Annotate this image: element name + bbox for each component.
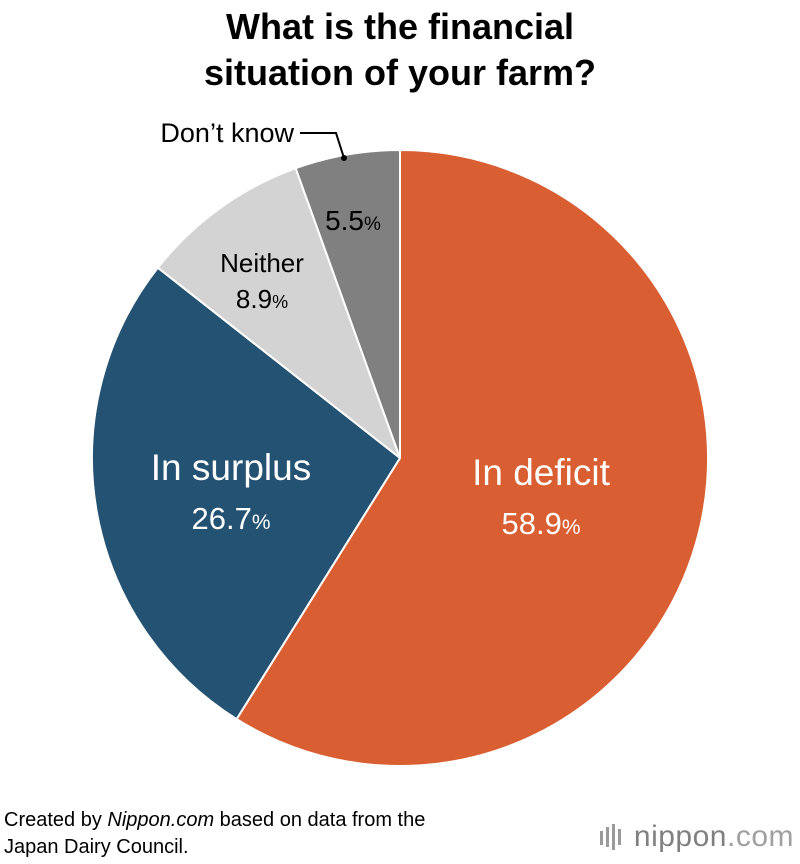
chart-title: What is the financial situation of your … <box>0 4 800 96</box>
pie-slice-don-t-know <box>294 149 401 459</box>
slice-value-unit: % <box>272 292 288 312</box>
pie-slice-neither <box>156 167 401 459</box>
slice-value-unit: % <box>562 516 581 539</box>
source-publisher: Nippon.com <box>107 809 215 831</box>
chart-title-line-1: What is the financial <box>225 6 575 47</box>
chart-title-line-2: situation of your farm? <box>203 52 596 93</box>
pie-slice-in-deficit <box>235 149 709 767</box>
nippon-mark-icon <box>599 824 621 850</box>
slice-value-number: 5.5 <box>325 205 364 236</box>
slice-value-number: 26.7 <box>191 501 251 536</box>
slice-value-in-surplus: 26.7% <box>191 501 270 536</box>
brand-name: nippon <box>633 820 727 853</box>
pie-slice-in-surplus <box>91 266 401 721</box>
slice-label-in-surplus: In surplus <box>151 447 311 488</box>
source-line-2: Japan Dairy Council. <box>4 836 189 858</box>
callout-leader-dot <box>341 155 347 161</box>
slice-value-number: 58.9 <box>501 506 561 541</box>
callout-label-dont-know: Don’t know <box>160 118 294 148</box>
slice-label-in-deficit: In deficit <box>472 452 611 493</box>
slice-value-don-t-know: 5.5% <box>325 205 381 236</box>
brand-suffix: .com <box>726 820 794 853</box>
slice-value-unit: % <box>252 511 271 534</box>
slice-value-in-deficit: 58.9% <box>501 506 580 541</box>
slice-value-unit: % <box>364 214 381 235</box>
source-line-1: Created by Nippon.com based on data from… <box>4 809 426 831</box>
slice-label-neither: Neither <box>220 248 304 278</box>
source-note: Created by Nippon.com based on data from… <box>4 807 425 861</box>
nippon-logo: nippon .com <box>598 820 794 854</box>
slice-value-neither: 8.9% <box>236 284 288 314</box>
callout-leader-line <box>300 132 345 159</box>
slice-value-number: 8.9 <box>236 284 272 314</box>
